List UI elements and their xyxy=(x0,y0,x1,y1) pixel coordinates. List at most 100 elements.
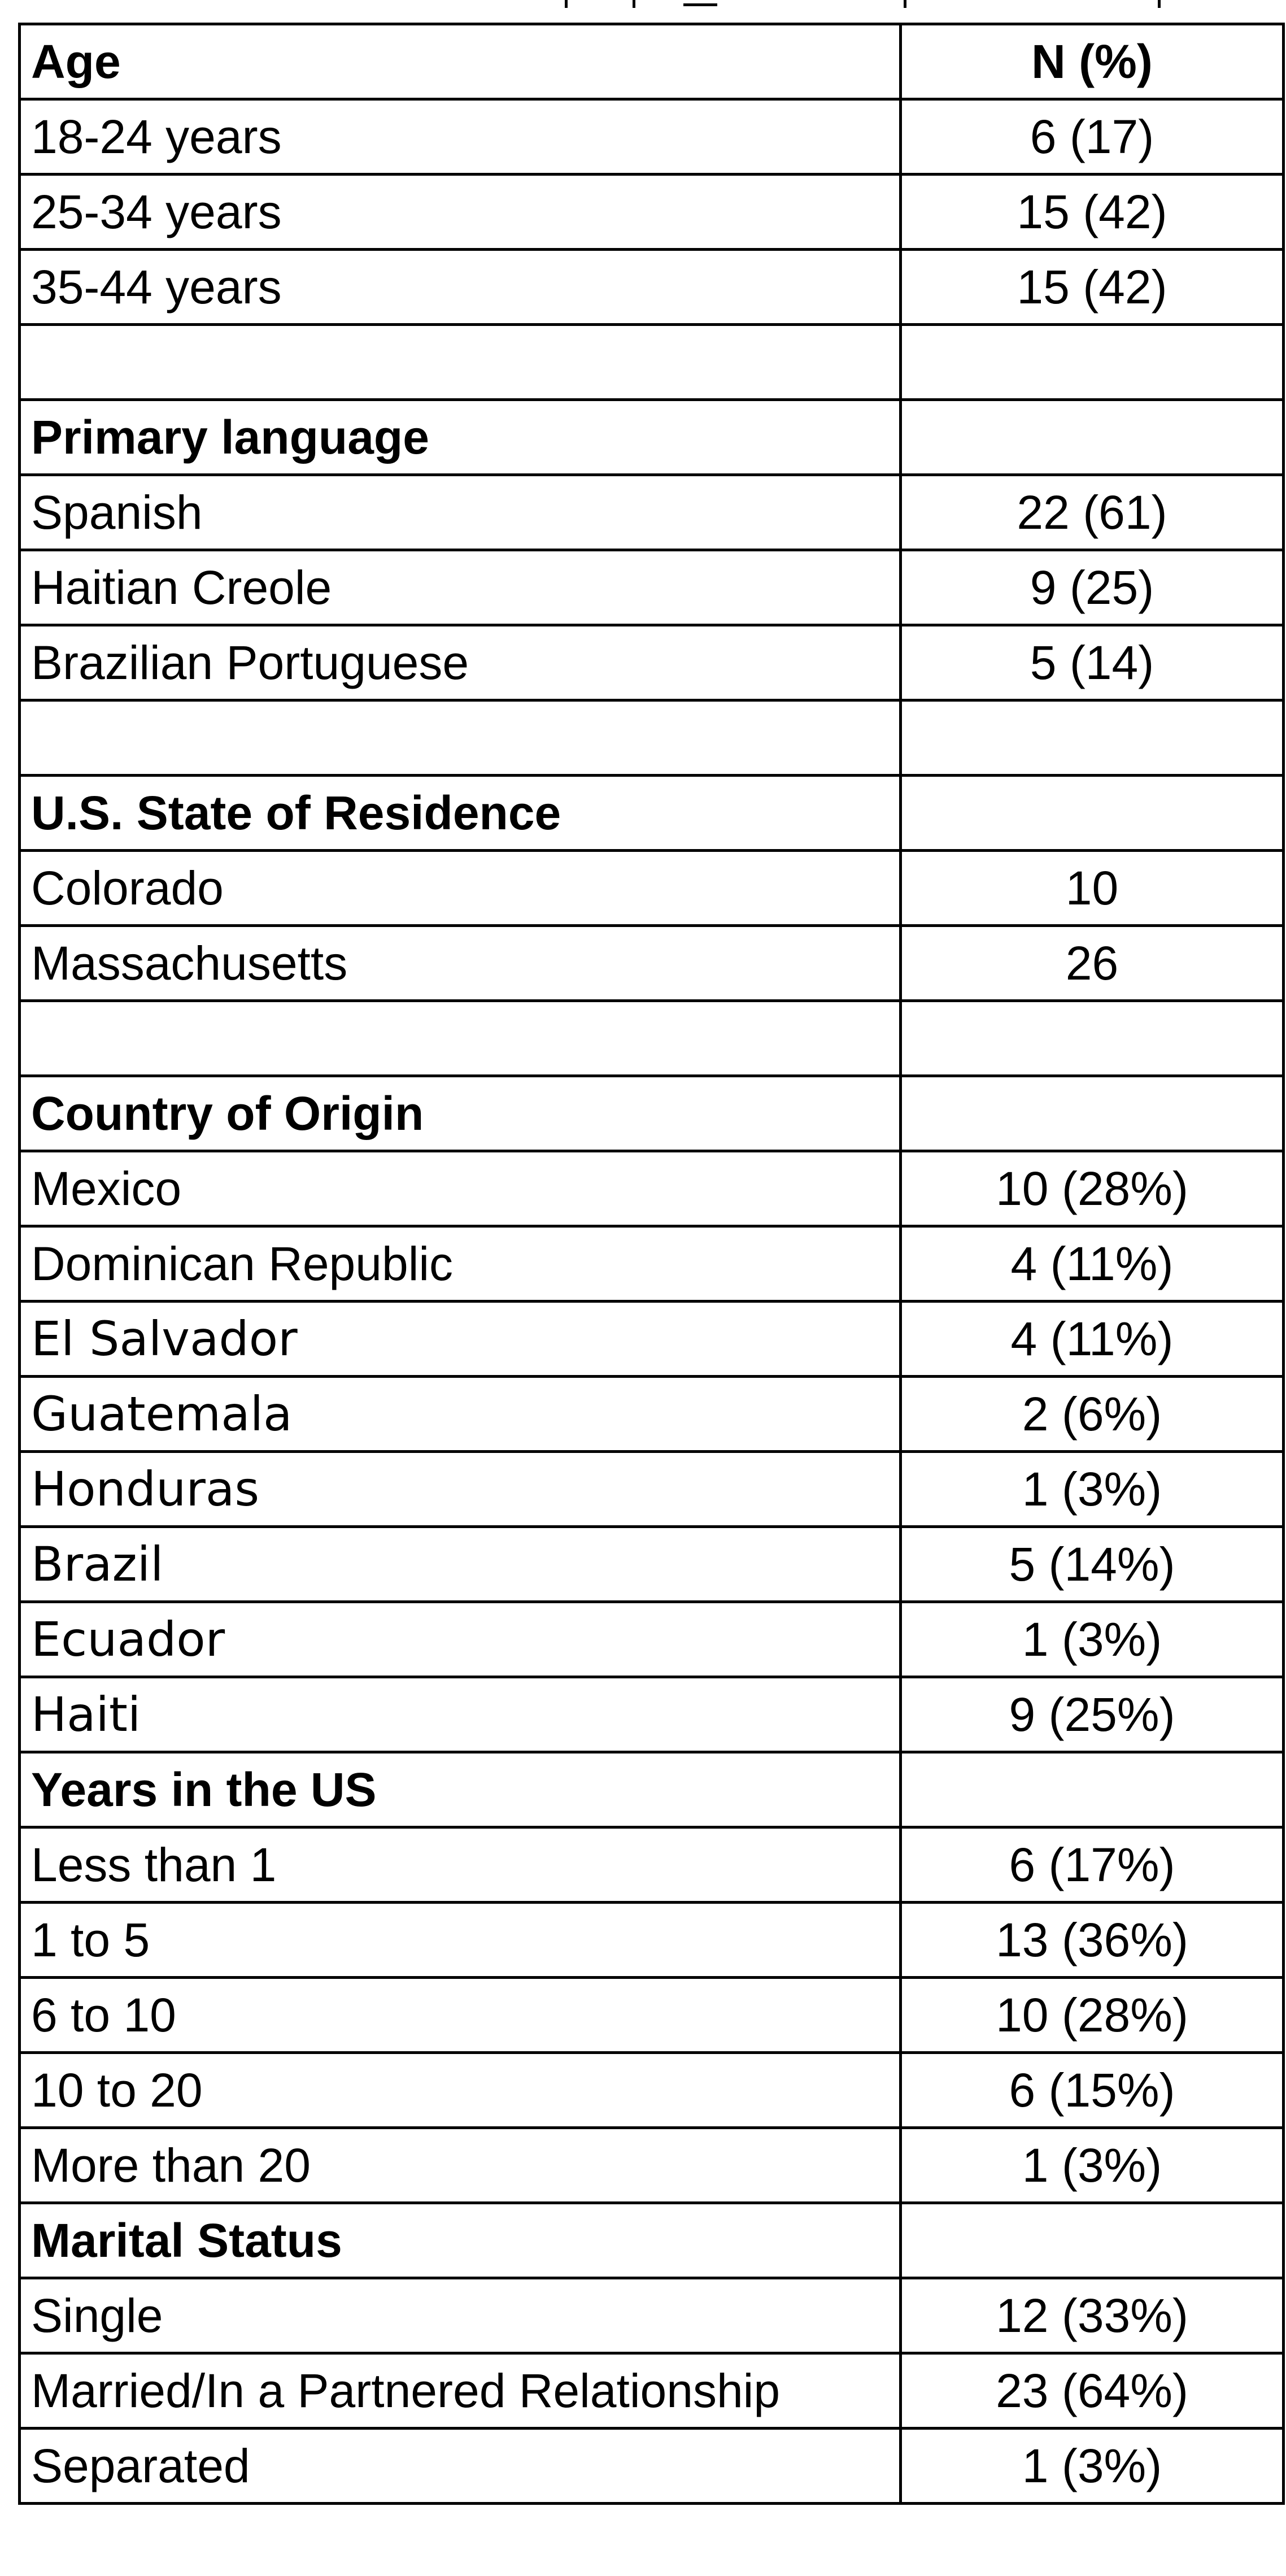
caption-fragment-mark xyxy=(683,3,717,6)
row-label: Spanish xyxy=(18,473,902,551)
table-header-row: Age N (%) xyxy=(18,23,1285,101)
row-value xyxy=(899,1074,1285,1152)
table-row: 35-44 years 15 (42) xyxy=(18,248,1285,326)
section-label: Years in the US xyxy=(18,1751,902,1829)
row-value: 4 (11%) xyxy=(899,1300,1285,1378)
row-label: Brazilian Portuguese xyxy=(18,624,902,702)
row-value: 15 (42) xyxy=(899,248,1285,326)
row-value: 9 (25%) xyxy=(899,1676,1285,1753)
row-value: 23 (64%) xyxy=(899,2352,1285,2430)
row-label: Less than 1 xyxy=(18,1826,902,1904)
row-label: Married/In a Partnered Relationship xyxy=(18,2352,902,2430)
row-value xyxy=(899,699,1285,777)
table-row: Massachusetts 26 xyxy=(18,924,1285,1002)
table-row: Separated 1 (3%) xyxy=(18,2427,1285,2505)
row-value: 15 (42) xyxy=(899,173,1285,251)
row-value: 2 (6%) xyxy=(899,1375,1285,1453)
table-row: 18-24 years 6 (17) xyxy=(18,98,1285,176)
row-value: 13 (36%) xyxy=(899,1901,1285,1979)
table-row: Ecuador 1 (3%) xyxy=(18,1600,1285,1678)
section-header-row: Marital Status xyxy=(18,2201,1285,2279)
table-row: More than 20 1 (3%) xyxy=(18,2126,1285,2204)
cropped-caption-fragment xyxy=(0,0,1286,23)
table-row: Single 12 (33%) xyxy=(18,2277,1285,2355)
demographics-table: Age N (%) 18-24 years 6 (17) 25-34 years 15… xyxy=(18,23,1285,2505)
caption-fragment-mark xyxy=(633,0,635,8)
section-header-row: Years in the US xyxy=(18,1751,1285,1829)
table-row: Guatemala 2 (6%) xyxy=(18,1375,1285,1453)
row-label: Dominican Republic xyxy=(18,1225,902,1303)
row-value xyxy=(899,398,1285,476)
blank-spacer-row xyxy=(18,699,1285,777)
table-row: Dominican Republic 4 (11%) xyxy=(18,1225,1285,1303)
row-label: Single xyxy=(18,2277,902,2355)
table-row: Married/In a Partnered Relationship 23 (6… xyxy=(18,2352,1285,2430)
row-label: More than 20 xyxy=(18,2126,902,2204)
table-row: Honduras 1 (3%) xyxy=(18,1450,1285,1528)
blank-spacer-row xyxy=(18,999,1285,1077)
section-label: Primary language xyxy=(18,398,902,476)
table-row: 1 to 5 13 (36%) xyxy=(18,1901,1285,1979)
row-value: 4 (11%) xyxy=(899,1225,1285,1303)
row-label: Colorado xyxy=(18,849,902,927)
row-value xyxy=(899,323,1285,401)
table-row: Brazil 5 (14%) xyxy=(18,1525,1285,1603)
row-value: 10 (28%) xyxy=(899,1976,1285,2054)
row-label xyxy=(18,999,902,1077)
row-label: Massachusetts xyxy=(18,924,902,1002)
caption-fragment-mark xyxy=(904,0,906,8)
row-value: 26 xyxy=(899,924,1285,1002)
row-label: 35-44 years xyxy=(18,248,902,326)
row-value xyxy=(899,2201,1285,2279)
table-row: Haiti 9 (25%) xyxy=(18,1676,1285,1753)
row-value: 1 (3%) xyxy=(899,2126,1285,2204)
row-label: Honduras xyxy=(18,1450,902,1528)
table-row: 6 to 10 10 (28%) xyxy=(18,1976,1285,2054)
row-value: 9 (25) xyxy=(899,549,1285,626)
row-label: El Salvador xyxy=(18,1300,902,1378)
row-label: 18-24 years xyxy=(18,98,902,176)
table-row: Spanish 22 (61) xyxy=(18,473,1285,551)
row-label: Separated xyxy=(18,2427,902,2505)
row-label: Haiti xyxy=(18,1676,902,1753)
row-label: Haitian Creole xyxy=(18,549,902,626)
section-header-row: Primary language xyxy=(18,398,1285,476)
row-label: 10 to 20 xyxy=(18,2051,902,2129)
caption-fragment-mark xyxy=(565,0,568,8)
row-value: 1 (3%) xyxy=(899,1600,1285,1678)
section-label: U.S. State of Residence xyxy=(18,774,902,852)
row-label xyxy=(18,323,902,401)
table-row: Haitian Creole 9 (25) xyxy=(18,549,1285,626)
section-header-row: Country of Origin xyxy=(18,1074,1285,1152)
table-row: El Salvador 4 (11%) xyxy=(18,1300,1285,1378)
row-label: 1 to 5 xyxy=(18,1901,902,1979)
table-row: 25-34 years 15 (42) xyxy=(18,173,1285,251)
table-row: 10 to 20 6 (15%) xyxy=(18,2051,1285,2129)
row-value xyxy=(899,999,1285,1077)
row-value: 6 (15%) xyxy=(899,2051,1285,2129)
blank-spacer-row xyxy=(18,323,1285,401)
row-value xyxy=(899,774,1285,852)
row-label: Mexico xyxy=(18,1150,902,1228)
row-label xyxy=(18,699,902,777)
row-value: 10 xyxy=(899,849,1285,927)
row-label: Ecuador xyxy=(18,1600,902,1678)
header-label-age: Age xyxy=(18,23,902,101)
row-label: Brazil xyxy=(18,1525,902,1603)
row-value: 22 (61) xyxy=(899,473,1285,551)
row-value: 10 (28%) xyxy=(899,1150,1285,1228)
section-label: Country of Origin xyxy=(18,1074,902,1152)
table-row: Brazilian Portuguese 5 (14) xyxy=(18,624,1285,702)
demographics-table-body: Age N (%) 18-24 years 6 (17) 25-34 years 15… xyxy=(18,23,1285,2505)
row-value: 1 (3%) xyxy=(899,1450,1285,1528)
row-value: 6 (17) xyxy=(899,98,1285,176)
table-row: Colorado 10 xyxy=(18,849,1285,927)
row-value: 1 (3%) xyxy=(899,2427,1285,2505)
section-header-row: U.S. State of Residence xyxy=(18,774,1285,852)
section-label: Marital Status xyxy=(18,2201,902,2279)
table-row: Mexico 10 (28%) xyxy=(18,1150,1285,1228)
row-value xyxy=(899,1751,1285,1829)
row-label: Guatemala xyxy=(18,1375,902,1453)
row-label: 25-34 years xyxy=(18,173,902,251)
